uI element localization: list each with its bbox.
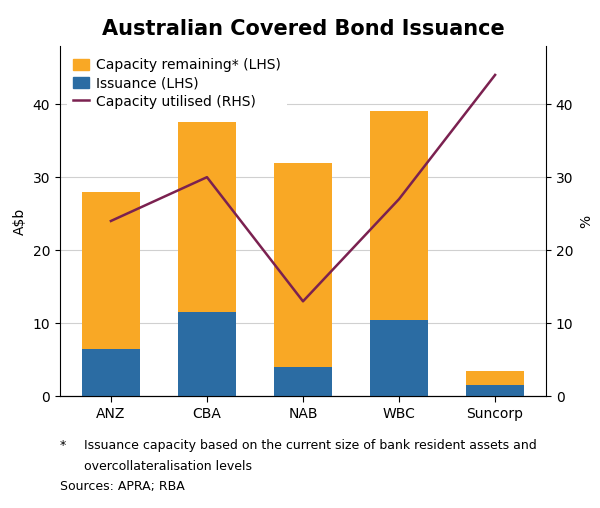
Text: *: * — [60, 439, 66, 453]
Text: Issuance capacity based on the current size of bank resident assets and: Issuance capacity based on the current s… — [84, 439, 537, 453]
Bar — [466, 385, 524, 396]
Bar — [82, 192, 140, 349]
Bar — [274, 367, 332, 396]
Legend: Capacity remaining* (LHS), Issuance (LHS), Capacity utilised (RHS): Capacity remaining* (LHS), Issuance (LHS… — [67, 53, 287, 114]
Title: Australian Covered Bond Issuance: Australian Covered Bond Issuance — [101, 19, 505, 39]
Bar — [178, 122, 236, 312]
Bar — [82, 349, 140, 396]
Bar — [370, 320, 428, 396]
Bar — [466, 371, 524, 385]
Bar — [370, 111, 428, 320]
Text: overcollateralisation levels: overcollateralisation levels — [84, 460, 252, 473]
Bar — [274, 163, 332, 367]
Y-axis label: A$b: A$b — [13, 207, 27, 235]
Y-axis label: %: % — [579, 214, 593, 228]
Text: Sources: APRA; RBA: Sources: APRA; RBA — [60, 480, 185, 493]
Bar — [178, 312, 236, 396]
